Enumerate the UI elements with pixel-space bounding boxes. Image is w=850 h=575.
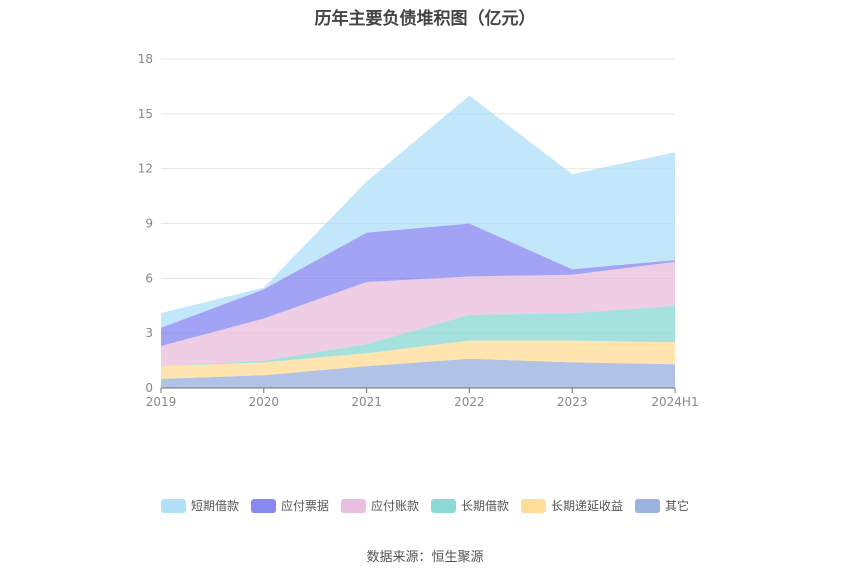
legend-item-应付账款[interactable]: 应付账款 [341, 498, 419, 513]
legend-item-其它[interactable]: 其它 [635, 498, 689, 513]
x-tick-label: 2019 [146, 395, 177, 409]
x-tick-label: 2022 [454, 395, 485, 409]
legend-item-短期借款[interactable]: 短期借款 [161, 499, 239, 513]
y-tick-label: 18 [138, 52, 153, 66]
legend-item-长期借款[interactable]: 长期借款 [431, 499, 509, 513]
area-长期递延收益 [161, 340, 675, 379]
legend-swatch [635, 499, 660, 513]
legend-label: 长期递延收益 [551, 499, 623, 513]
area-长期借款 [161, 305, 675, 367]
legend-swatch [521, 499, 546, 513]
legend-label: 长期借款 [461, 499, 509, 513]
y-tick-label: 0 [145, 381, 153, 395]
legend-item-应付票据[interactable]: 应付票据 [251, 498, 329, 513]
area-series [161, 95, 675, 388]
data-source-note: 数据来源：恒生聚源 [366, 550, 484, 565]
y-tick-label: 12 [138, 162, 153, 176]
legend-swatch [431, 499, 456, 513]
x-tick-label: 2020 [249, 395, 280, 409]
area-短期借款 [161, 95, 675, 328]
y-tick-label: 9 [145, 217, 153, 231]
chart-title: 历年主要负债堆积图（亿元） [314, 9, 536, 29]
legend-label: 应付票据 [281, 498, 329, 513]
legend: 短期借款 应付票据 应付账款 长期借款 长期递延收益 其它 [161, 498, 689, 513]
legend-swatch [341, 499, 366, 513]
legend-swatch [161, 499, 186, 513]
x-tick-label: 2023 [557, 395, 588, 409]
y-tick-label: 3 [145, 326, 153, 340]
x-tick-label: 2024H1 [651, 395, 698, 409]
legend-label: 其它 [665, 498, 689, 513]
axes: 0 3 6 9 12 15 18 2019 2020 2021 2022 2023 2024H1 [138, 52, 699, 409]
legend-swatch [251, 499, 276, 513]
area-其它 [161, 358, 675, 388]
legend-label: 应付账款 [371, 498, 419, 513]
legend-item-长期递延收益[interactable]: 长期递延收益 [521, 499, 623, 513]
area-应付票据 [161, 223, 675, 346]
legend-label: 短期借款 [191, 499, 239, 513]
x-tick-label: 2021 [351, 395, 382, 409]
area-应付账款 [161, 261, 675, 367]
y-tick-label: 15 [138, 107, 153, 121]
y-tick-label: 6 [145, 271, 153, 285]
